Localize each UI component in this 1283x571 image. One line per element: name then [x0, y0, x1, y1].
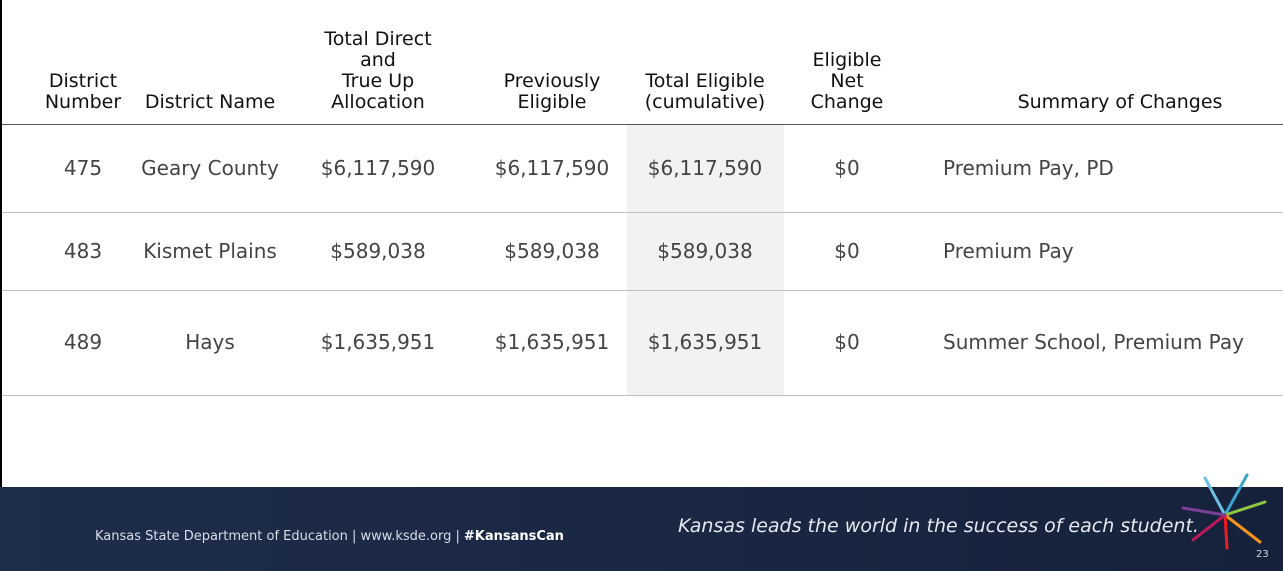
header-line: Summary of Changes: [1017, 91, 1223, 113]
table-cell: 475: [63, 156, 103, 180]
header-line: District: [48, 70, 118, 92]
header-line: Eligible: [517, 91, 587, 113]
hashtag: #KansansCan: [463, 529, 564, 544]
row-line: [2, 290, 1283, 291]
table-cell: $1,635,951: [494, 330, 610, 354]
table-cell: Geary County: [141, 156, 279, 180]
column-header: District Number: [45, 71, 121, 113]
table-cell: Hays: [185, 330, 235, 354]
row-line: [2, 124, 1283, 125]
table-cell: $6,117,590: [320, 156, 436, 180]
header-line: Eligible: [812, 49, 882, 71]
header-line: Total Eligible: [645, 70, 765, 92]
table-cell: $1,635,951: [647, 330, 763, 354]
table-cell: Premium Pay, PD: [943, 156, 1114, 180]
header-line: Number: [44, 91, 122, 113]
column-header: Summary of Changes: [1018, 92, 1223, 113]
table-cell: $0: [834, 239, 860, 263]
header-line: True Up: [341, 70, 415, 92]
table-cell: 483: [63, 239, 103, 263]
footer-text: Kansas State Department of Education | w…: [95, 529, 460, 544]
header-line: Allocation: [331, 91, 425, 113]
table-cell: Kismet Plains: [143, 239, 277, 263]
column-header: Total Direct and True Up Allocation: [324, 29, 431, 113]
header-line: Change: [810, 91, 884, 113]
table-cell: $0: [834, 330, 860, 354]
header-line: (cumulative): [644, 91, 766, 113]
column-header: District Name: [145, 92, 275, 113]
header-line: District Name: [144, 91, 276, 113]
footer-org: Kansas State Department of Education | w…: [95, 529, 564, 544]
table-cell: 489: [63, 330, 103, 354]
row-line: [2, 212, 1283, 213]
header-line: Total Direct: [324, 28, 432, 50]
table-cell: $589,038: [504, 239, 600, 263]
row-line: [2, 395, 1283, 396]
table-cell: $6,117,590: [494, 156, 610, 180]
column-header: Eligible Net Change: [811, 50, 884, 113]
table-cell: Premium Pay: [943, 239, 1074, 263]
table-cell: $0: [834, 156, 860, 180]
left-border: [0, 0, 2, 571]
header-line: and: [360, 49, 396, 71]
table-cell: $6,117,590: [647, 156, 763, 180]
table-cell: $589,038: [330, 239, 426, 263]
header-line: Net: [830, 70, 864, 92]
column-header: Total Eligible (cumulative): [645, 71, 765, 113]
table-cell: Summer School, Premium Pay: [943, 330, 1244, 354]
footer: [0, 487, 1283, 571]
star-logo: [1181, 473, 1267, 550]
column-header: Previously Eligible: [504, 71, 601, 113]
table-cell: $1,635,951: [320, 330, 436, 354]
page-number: 23: [1256, 549, 1269, 560]
table-cell: $589,038: [657, 239, 753, 263]
header-line: Previously: [503, 70, 601, 92]
column-shade: [627, 124, 784, 395]
tagline: Kansas leads the world in the success of…: [678, 515, 1199, 537]
